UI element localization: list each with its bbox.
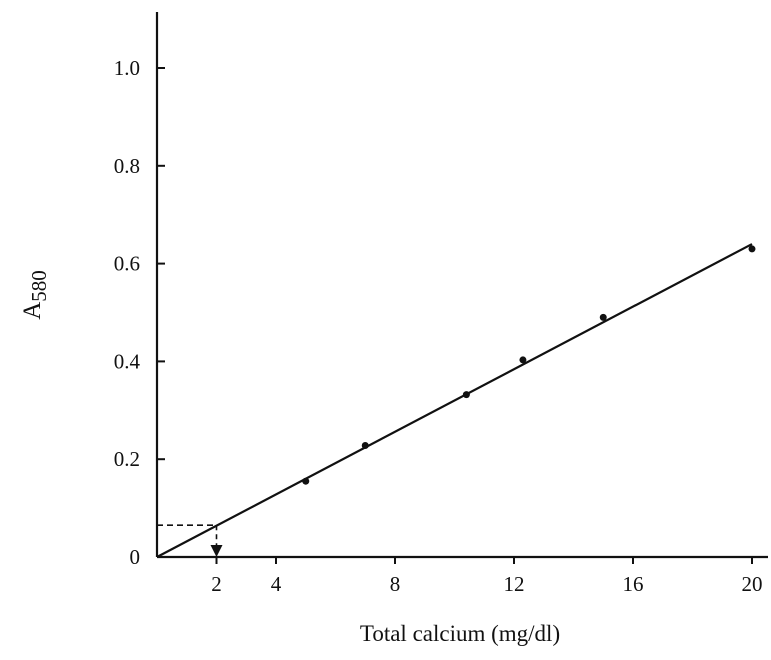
data-point <box>599 313 607 321</box>
reading-guide <box>157 524 223 557</box>
y-axis-title-main: A <box>19 302 46 320</box>
x-tick-label: 12 <box>504 572 525 596</box>
y-axis-title-subscript: 580 <box>27 270 51 302</box>
x-tick-label: 2 <box>211 572 222 596</box>
x-tick-label: 16 <box>623 572 644 596</box>
y-tick-label: 0.8 <box>114 154 140 178</box>
y-tick-label: 0 <box>130 545 141 569</box>
x-ticks: 2 4 8 12 16 20 <box>211 557 763 596</box>
data-point <box>302 477 310 485</box>
data-point <box>462 391 470 399</box>
x-tick-label: 4 <box>271 572 282 596</box>
x-axis-title: Total calcium (mg/dl) <box>360 621 560 646</box>
data-points <box>302 245 756 485</box>
x-tick-label: 20 <box>742 572 763 596</box>
y-tick-label: 0.2 <box>114 447 140 471</box>
data-point <box>748 245 756 253</box>
x-tick-label: 8 <box>390 572 401 596</box>
data-point <box>361 442 369 450</box>
fit-line <box>156 243 753 558</box>
guide-arrowhead <box>210 545 223 557</box>
y-tick-label: 0.4 <box>114 349 141 373</box>
fit-line-group <box>156 243 753 558</box>
y-tick-label: 0.6 <box>114 252 140 276</box>
y-ticks: 0 0.2 0.4 0.6 0.8 1.0 <box>114 56 165 569</box>
y-tick-label: 1.0 <box>114 56 140 80</box>
data-point <box>519 356 527 364</box>
y-axis-title: A580 <box>19 270 51 320</box>
axes <box>155 12 768 559</box>
